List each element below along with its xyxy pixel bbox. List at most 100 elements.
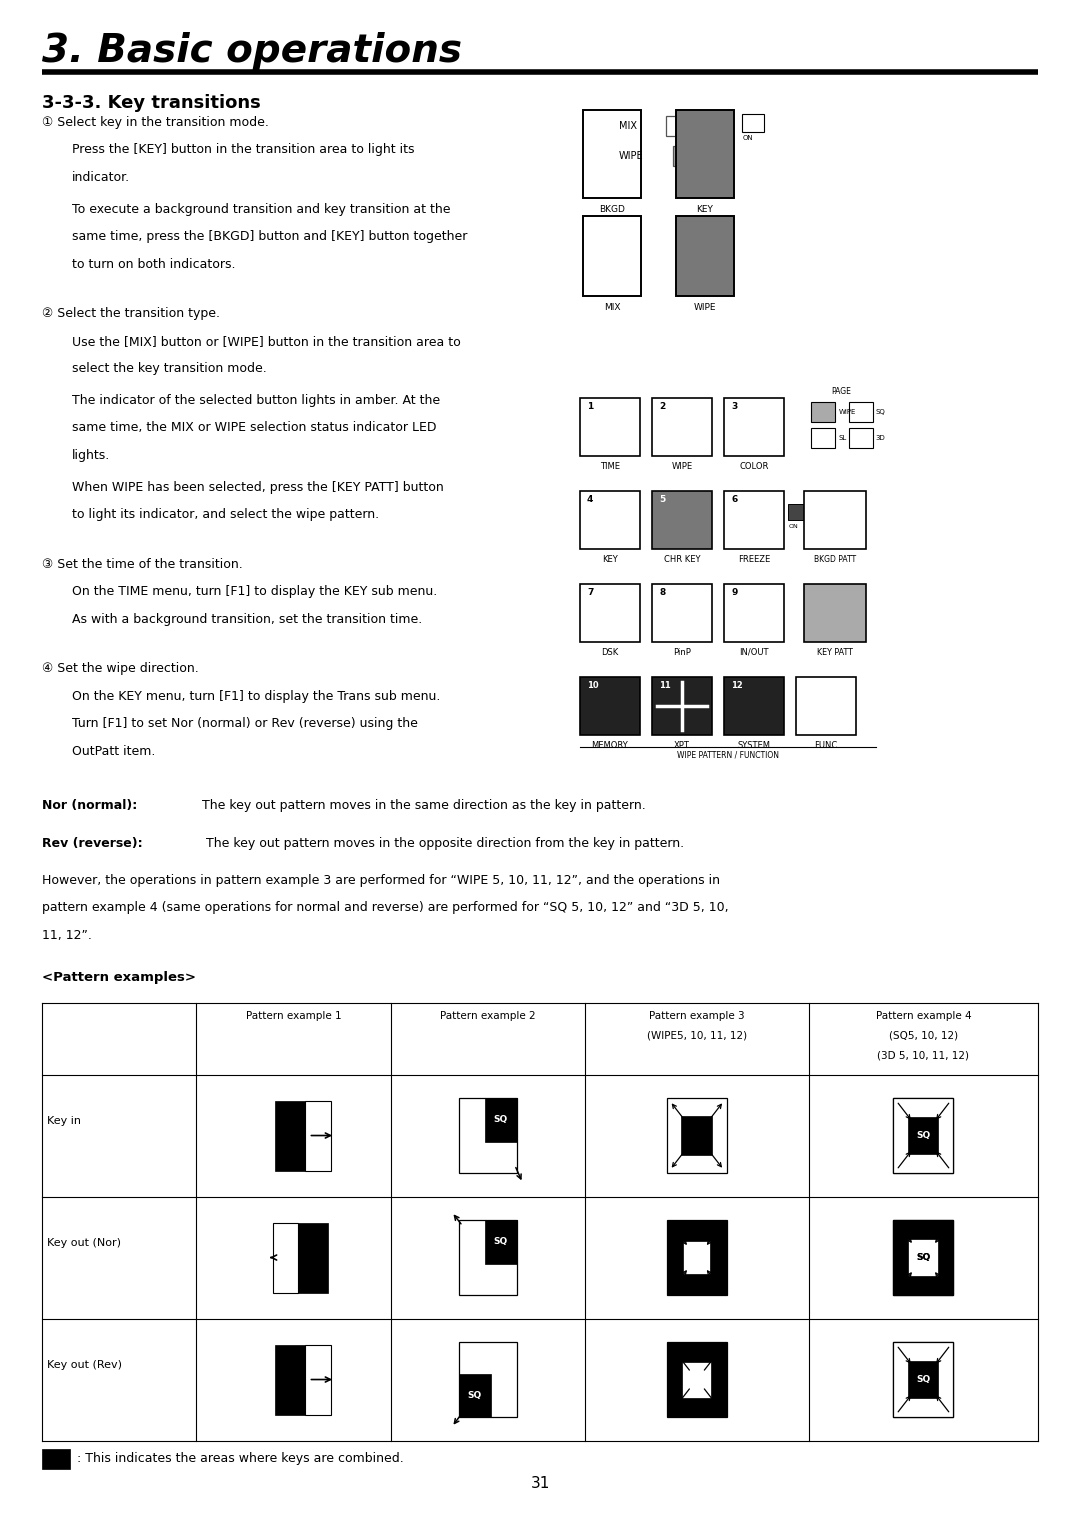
Text: to light its indicator, and select the wipe pattern.: to light its indicator, and select the w… [72, 507, 379, 521]
Text: SQ: SQ [494, 1116, 508, 1125]
Bar [893, 1221, 954, 1295]
Text: When WIPE has been selected, press the [KEY PATT] button: When WIPE has been selected, press the [… [72, 480, 444, 494]
Text: On the TIME menu, turn [F1] to display the KEY sub menu.: On the TIME menu, turn [F1] to display t… [72, 585, 437, 597]
Text: SQ: SQ [916, 1375, 931, 1384]
Bar [485, 1097, 516, 1141]
Bar [652, 491, 712, 549]
Text: OutPatt item.: OutPatt item. [72, 745, 156, 757]
Text: Pattern example 4: Pattern example 4 [876, 1010, 971, 1021]
Text: WIPE: WIPE [672, 462, 692, 471]
Bar [666, 1343, 727, 1417]
Text: same time, the MIX or WIPE selection status indicator LED: same time, the MIX or WIPE selection sta… [72, 421, 436, 434]
Bar [459, 1097, 516, 1173]
Bar [583, 216, 642, 296]
Text: As with a background transition, set the transition time.: As with a background transition, set the… [72, 613, 422, 626]
Text: select the key transition mode.: select the key transition mode. [72, 363, 267, 375]
Bar [666, 116, 692, 136]
Text: However, the operations in pattern example 3 are performed for “WIPE 5, 10, 11, : However, the operations in pattern examp… [42, 873, 720, 887]
Text: KEY PATT: KEY PATT [818, 648, 853, 657]
Bar [849, 402, 873, 422]
Text: Use the [MIX] button or [WIPE] button in the transition area to: Use the [MIX] button or [WIPE] button in… [72, 335, 461, 347]
Bar [804, 584, 866, 642]
Text: ① Select key in the transition mode.: ① Select key in the transition mode. [42, 116, 269, 130]
Text: 3: 3 [731, 402, 738, 411]
Bar [652, 677, 712, 735]
Text: XPT: XPT [674, 741, 690, 750]
Text: WIPE PATTERN / FUNCTION: WIPE PATTERN / FUNCTION [677, 751, 779, 760]
Bar [652, 584, 712, 642]
Text: DSK: DSK [602, 648, 619, 657]
Bar [742, 114, 764, 133]
Bar [893, 1343, 954, 1417]
Text: The key out pattern moves in the same direction as the key in pattern.: The key out pattern moves in the same di… [194, 800, 646, 812]
Text: MIX: MIX [619, 120, 637, 131]
Text: lights.: lights. [72, 450, 110, 462]
Text: pattern example 4 (same operations for normal and reverse) are performed for “SQ: pattern example 4 (same operations for n… [42, 901, 729, 914]
Text: Pattern example 3: Pattern example 3 [649, 1010, 745, 1021]
Text: MIX: MIX [604, 303, 620, 312]
Text: 8: 8 [659, 588, 665, 597]
Text: The key out pattern moves in the opposite direction from the key in pattern.: The key out pattern moves in the opposit… [202, 837, 684, 849]
Text: SYSTEM: SYSTEM [738, 741, 770, 750]
Text: <Pattern examples>: <Pattern examples> [42, 971, 195, 983]
Bar [42, 1448, 70, 1469]
Text: ③ Set the time of the transition.: ③ Set the time of the transition. [42, 558, 243, 570]
Bar [652, 398, 712, 456]
Bar [804, 491, 866, 549]
Text: SQ: SQ [916, 1131, 931, 1140]
Bar [788, 504, 808, 520]
Text: 31: 31 [530, 1477, 550, 1492]
Bar [811, 428, 835, 448]
Bar [275, 1100, 306, 1170]
Bar [893, 1221, 954, 1295]
Bar [724, 491, 784, 549]
Bar [306, 1100, 330, 1170]
Bar [459, 1343, 516, 1417]
Text: Key in: Key in [48, 1116, 81, 1126]
Text: Press the [KEY] button in the transition area to light its: Press the [KEY] button in the transition… [72, 143, 415, 157]
Bar [724, 584, 784, 642]
Bar [893, 1343, 954, 1417]
Bar [580, 491, 640, 549]
Text: BKGD PATT: BKGD PATT [814, 555, 856, 564]
Bar [676, 110, 734, 198]
Text: Rev (reverse):: Rev (reverse): [42, 837, 143, 849]
Text: ON: ON [743, 136, 754, 142]
Bar [485, 1221, 516, 1263]
Text: WIPE: WIPE [839, 408, 856, 415]
Bar [298, 1222, 328, 1292]
Bar [724, 677, 784, 735]
Text: Pattern example 1: Pattern example 1 [245, 1010, 341, 1021]
Bar [275, 1344, 306, 1414]
Bar [585, 146, 611, 166]
Text: SQ: SQ [916, 1253, 931, 1262]
Bar [849, 428, 873, 448]
Text: (WIPE5, 10, 11, 12): (WIPE5, 10, 11, 12) [647, 1030, 747, 1041]
Text: The indicator of the selected button lights in amber. At the: The indicator of the selected button lig… [72, 393, 441, 407]
Text: 11: 11 [659, 681, 671, 690]
Text: WIPE: WIPE [693, 303, 716, 312]
Text: CHR KEY: CHR KEY [664, 555, 700, 564]
Text: Key out (Nor): Key out (Nor) [48, 1237, 121, 1248]
Text: SQ: SQ [916, 1253, 931, 1262]
Bar [580, 398, 640, 456]
Text: 11, 12”.: 11, 12”. [42, 928, 92, 942]
Bar [676, 216, 734, 296]
Text: 12: 12 [731, 681, 743, 690]
Bar [580, 677, 640, 735]
Text: : This indicates the areas where keys are combined.: : This indicates the areas where keys ar… [77, 1452, 404, 1465]
Text: 2: 2 [659, 402, 665, 411]
Text: MEMORY: MEMORY [592, 741, 629, 750]
Text: PAGE: PAGE [832, 387, 851, 396]
Text: KEY: KEY [697, 206, 714, 213]
Text: same time, press the [BKGD] button and [KEY] button together: same time, press the [BKGD] button and [… [72, 230, 468, 244]
Text: SQ: SQ [494, 1237, 508, 1247]
Text: indicator.: indicator. [72, 171, 130, 184]
Bar [681, 1116, 713, 1155]
Text: SL: SL [839, 434, 847, 440]
Bar [893, 1097, 954, 1173]
Bar [796, 677, 856, 735]
Bar [459, 1221, 516, 1295]
Bar [908, 1117, 939, 1154]
Text: COLOR: COLOR [740, 462, 769, 471]
